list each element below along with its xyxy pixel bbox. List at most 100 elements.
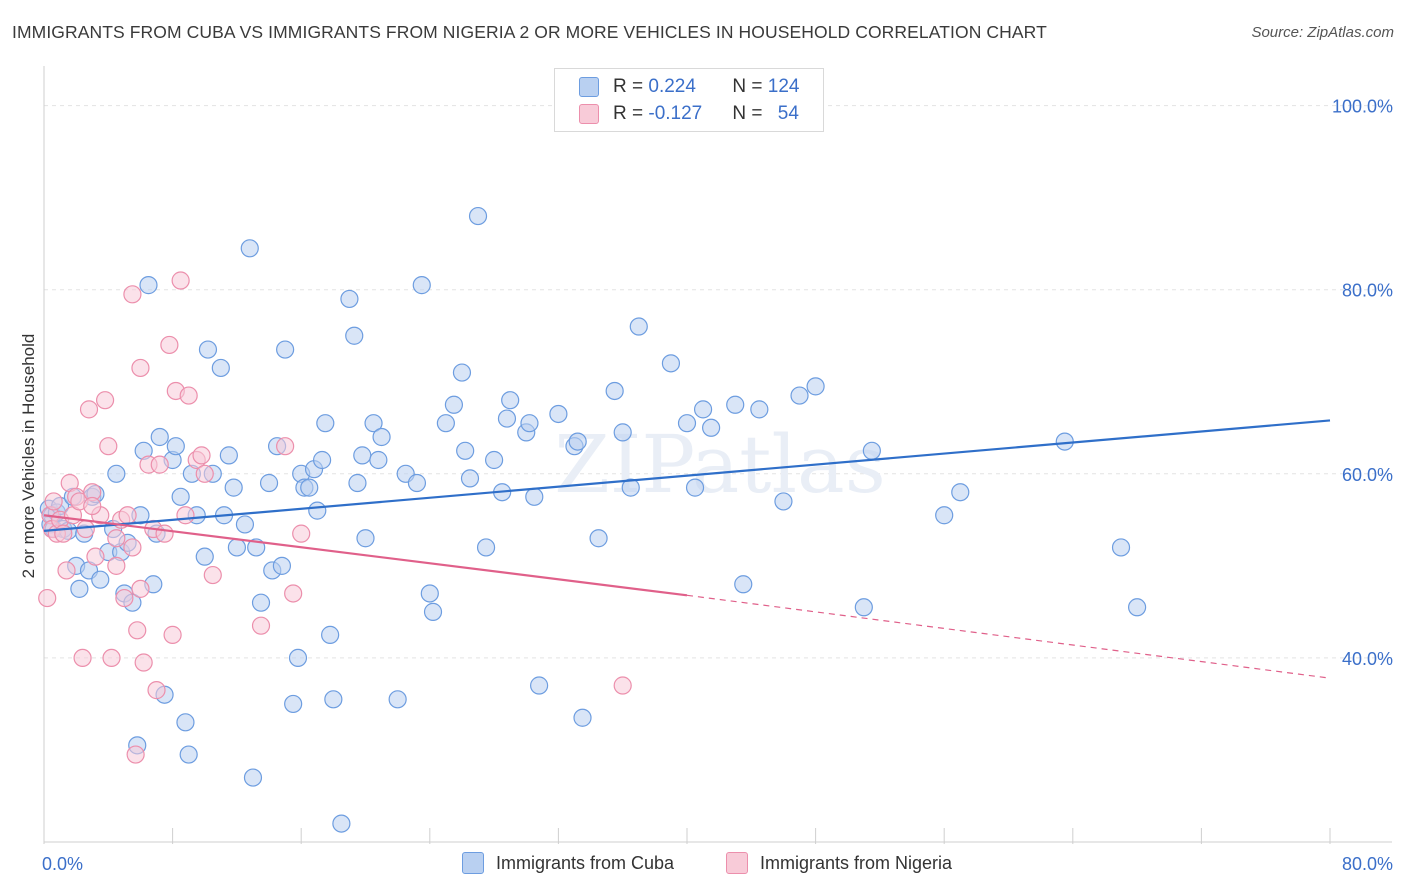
cuba-point xyxy=(70,579,89,598)
nigeria-trend-projection xyxy=(686,594,1331,679)
cuba-point xyxy=(91,570,110,589)
cuba-point xyxy=(693,400,713,419)
nigeria-point xyxy=(284,584,303,603)
cuba-point xyxy=(288,648,308,668)
cuba-point xyxy=(324,690,343,709)
grid-lines xyxy=(44,105,1392,659)
x-tick-label: 0.0% xyxy=(42,854,83,874)
cuba-point xyxy=(702,418,721,437)
nigeria-point xyxy=(292,524,311,543)
cuba-point xyxy=(276,340,295,359)
cuba-point xyxy=(219,446,238,465)
cuba-point xyxy=(568,432,587,451)
legend-n-value-cuba: 124 xyxy=(767,76,800,97)
cuba-point xyxy=(171,487,190,506)
cuba-point xyxy=(613,423,632,442)
cuba-point xyxy=(150,427,169,447)
cuba-point xyxy=(198,340,218,359)
cuba-point xyxy=(227,538,246,557)
cuba-point xyxy=(316,414,335,433)
cuba-point xyxy=(444,395,464,414)
cuba-point xyxy=(356,529,375,548)
nigeria-point xyxy=(115,588,134,608)
nigeria-point xyxy=(57,561,76,580)
axes xyxy=(43,66,1392,844)
cuba-point xyxy=(501,391,520,410)
cuba-point xyxy=(460,469,480,488)
cuba-point xyxy=(224,478,243,497)
legend-item-nigeria: Immigrants from Nigeria xyxy=(726,852,952,874)
nigeria-point xyxy=(128,621,147,640)
nigeria-point xyxy=(118,506,137,525)
legend-swatch-cuba xyxy=(579,77,599,97)
nigeria-point xyxy=(102,648,121,668)
nigeria-point xyxy=(38,588,57,608)
cuba-point xyxy=(436,414,455,433)
cuba-point xyxy=(790,386,809,405)
x-tick-label: 80.0% xyxy=(1342,854,1393,874)
cuba-point xyxy=(456,441,475,460)
cuba-point xyxy=(420,584,439,603)
cuba-point xyxy=(312,450,332,470)
nigeria-point xyxy=(99,437,118,456)
cuba-point xyxy=(549,404,568,424)
cuba-point xyxy=(195,547,214,566)
cuba-point xyxy=(240,239,259,258)
y-tick-label: 100.0% xyxy=(1332,97,1393,117)
cuba-point xyxy=(629,317,648,336)
cuba-point xyxy=(388,690,407,709)
cuba-point xyxy=(573,708,592,727)
nigeria-point xyxy=(160,335,179,355)
cuba-point xyxy=(774,492,793,511)
cuba-point xyxy=(589,529,608,548)
cuba-point xyxy=(176,713,195,732)
cuba-point xyxy=(211,358,230,378)
nigeria-point xyxy=(95,391,115,410)
cuba-point xyxy=(407,473,427,493)
legend-swatch-cuba xyxy=(462,852,484,874)
nigeria-point xyxy=(126,745,145,764)
cuba-point xyxy=(353,446,372,465)
source-label: Source: ZipAtlas.com xyxy=(1251,24,1394,41)
nigeria-point xyxy=(276,437,295,456)
cuba-point xyxy=(1111,538,1131,557)
cuba-point xyxy=(272,556,292,575)
cuba-point xyxy=(951,483,970,502)
legend-label-nigeria: Immigrants from Nigeria xyxy=(760,852,953,873)
nigeria-point xyxy=(123,538,142,557)
cuba-point xyxy=(605,381,624,401)
nigeria-point xyxy=(76,519,95,539)
nigeria-point xyxy=(179,386,198,405)
cuba-point xyxy=(107,464,126,483)
nigeria-point xyxy=(171,271,190,290)
legend-r-label: R = xyxy=(613,76,649,97)
legend-r-value-cuba: 0.224 xyxy=(648,76,696,97)
cuba-point xyxy=(345,326,364,345)
cuba-point xyxy=(468,206,488,226)
nigeria-point xyxy=(107,556,126,575)
y-axis-title: 2 or more Vehicles in Household xyxy=(19,334,38,579)
legend-label-cuba: Immigrants from Cuba xyxy=(496,852,675,873)
nigeria-point xyxy=(150,455,169,474)
cuba-point xyxy=(530,676,549,695)
cuba-point xyxy=(332,814,351,833)
cuba-point xyxy=(485,450,504,470)
cuba-point xyxy=(364,414,383,433)
cuba-point xyxy=(259,473,279,493)
nigeria-point xyxy=(163,625,182,644)
nigeria-trend-line xyxy=(43,514,688,597)
cuba-point xyxy=(734,575,753,594)
nigeria-point xyxy=(79,400,99,419)
legend-n-value-nigeria: 54 xyxy=(777,103,799,124)
cuba-point xyxy=(139,276,158,295)
nigeria-point xyxy=(155,524,174,543)
cuba-point xyxy=(243,768,263,787)
cuba-point xyxy=(166,437,185,456)
cuba-point xyxy=(661,354,681,373)
legend-swatch-nigeria xyxy=(579,104,599,124)
correlation-legend: R = 0.224 N = 124 R = -0.127 N = 54 xyxy=(554,68,824,132)
cuba-point xyxy=(235,515,255,534)
cuba-point xyxy=(621,478,640,497)
cuba-point xyxy=(369,450,388,470)
